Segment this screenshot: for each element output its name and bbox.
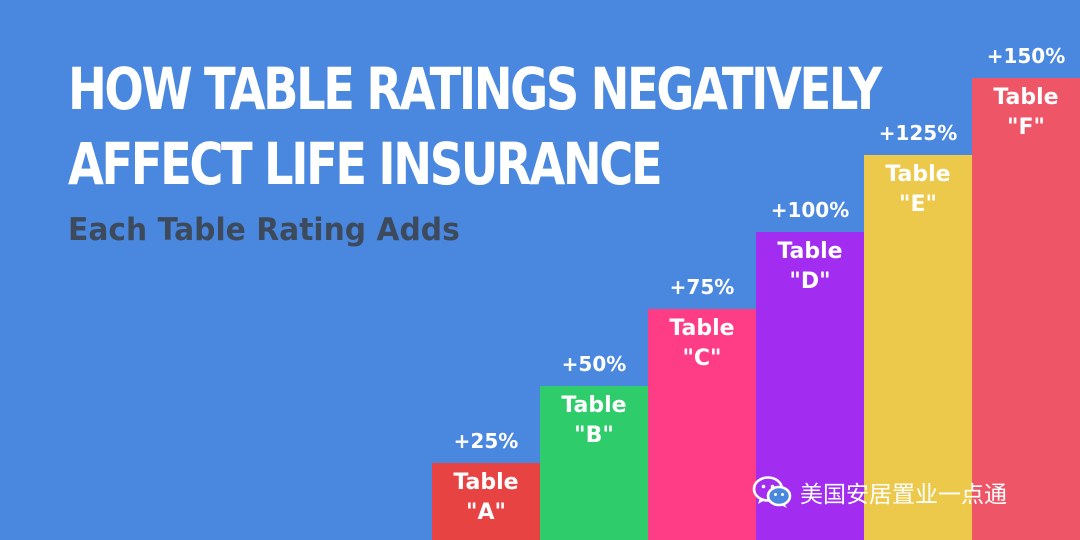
watermark: 美国安居置业一点通 [752, 474, 1007, 510]
bar-label-table-d: Table [777, 239, 842, 264]
value-label-table-d: +100% [771, 198, 850, 222]
bar-label-table-f: Table [993, 85, 1058, 110]
value-label-table-b: +50% [562, 352, 627, 376]
title-line-1: HOW TABLE RATINGS NEGATIVELY [68, 55, 882, 123]
bar-table-e [864, 155, 972, 540]
value-label-table-a: +25% [454, 429, 519, 453]
bar-label-table-c: Table [669, 316, 734, 341]
bar-label-letter-f: "F" [1007, 115, 1045, 140]
bar-label-letter-c: "C" [682, 346, 721, 371]
bar-table-f [972, 78, 1080, 540]
value-label-table-f: +150% [987, 44, 1066, 68]
bar-table-a [432, 463, 540, 540]
page-subtitle: Each Table Rating Adds [68, 212, 460, 248]
bar-label-letter-a: "A" [466, 500, 506, 525]
value-label-table-e: +125% [879, 121, 958, 145]
bar-label-letter-e: "E" [899, 192, 937, 217]
bar-label-table-a: Table [453, 470, 518, 495]
title-line-2: AFFECT LIFE INSURANCE [68, 130, 663, 198]
watermark-text: 美国安居置业一点通 [800, 482, 1007, 508]
bar-label-letter-b: "B" [574, 423, 614, 448]
bar-table-c [648, 309, 756, 540]
page-title: HOW TABLE RATINGS NEGATIVELY AFFECT LIFE… [68, 52, 882, 202]
bar-table-b [540, 386, 648, 540]
value-label-table-c: +75% [670, 275, 735, 299]
bar-label-letter-d: "D" [789, 269, 830, 294]
wechat-icon [752, 476, 792, 508]
bar-label-table-e: Table [885, 162, 950, 187]
bar-label-table-b: Table [561, 393, 626, 418]
